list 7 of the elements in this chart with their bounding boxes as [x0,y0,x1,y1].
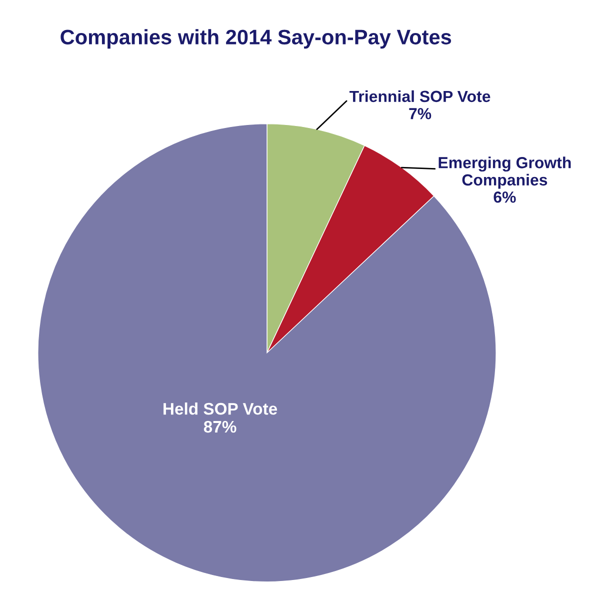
data-label: 6% [494,191,516,203]
chart-title: Companies with 2014 Say-on-Pay Votes [60,29,452,49]
slice-label: Triennial SOP Vote [349,90,490,102]
slice-label: Held SOP Vote [164,402,278,415]
data-label: 7% [409,108,432,120]
slice-label: Emerging Growth Companies [438,156,571,189]
data-label: 87% [204,420,236,433]
